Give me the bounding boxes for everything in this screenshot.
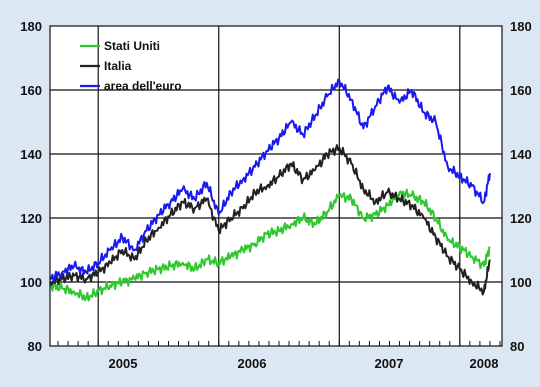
x-tick-label: 2006 <box>238 356 267 371</box>
y-tick-label-right: 100 <box>510 275 532 290</box>
series-line-1 <box>49 144 491 296</box>
x-tick-label: 2007 <box>375 356 404 371</box>
x-tick-label: 2008 <box>470 356 499 371</box>
y-tick-label-right: 160 <box>510 83 532 98</box>
plot-frame <box>49 25 503 347</box>
y-tick-label-right: 80 <box>510 339 524 354</box>
y-tick-label-right: 180 <box>510 19 532 34</box>
legend: Stati Uniti Italia area dell'euro <box>80 39 182 93</box>
y-tick-label-left: 80 <box>28 339 42 354</box>
plot-area <box>50 26 502 346</box>
series-layer <box>49 78 491 302</box>
y-tick-label-left: 160 <box>20 83 42 98</box>
x-axis-ticks: 2005 2006 2007 2008 <box>57 341 501 371</box>
x-tick-label: 2005 <box>109 356 138 371</box>
legend-label: Italia <box>104 59 132 73</box>
series-line-2 <box>49 78 491 283</box>
series-line-0 <box>49 188 491 302</box>
y-axis-right: 80 100 120 140 160 180 <box>510 19 532 354</box>
y-tick-label-left: 140 <box>20 147 42 162</box>
y-tick-label-right: 120 <box>510 211 532 226</box>
y-tick-label-left: 100 <box>20 275 42 290</box>
y-tick-label-left: 180 <box>20 19 42 34</box>
y-tick-label-left: 120 <box>20 211 42 226</box>
y-tick-label-right: 140 <box>510 147 532 162</box>
legend-label: area dell'euro <box>104 79 182 93</box>
y-axis-left: 80 100 120 140 160 180 <box>20 19 42 354</box>
legend-label: Stati Uniti <box>104 39 160 53</box>
